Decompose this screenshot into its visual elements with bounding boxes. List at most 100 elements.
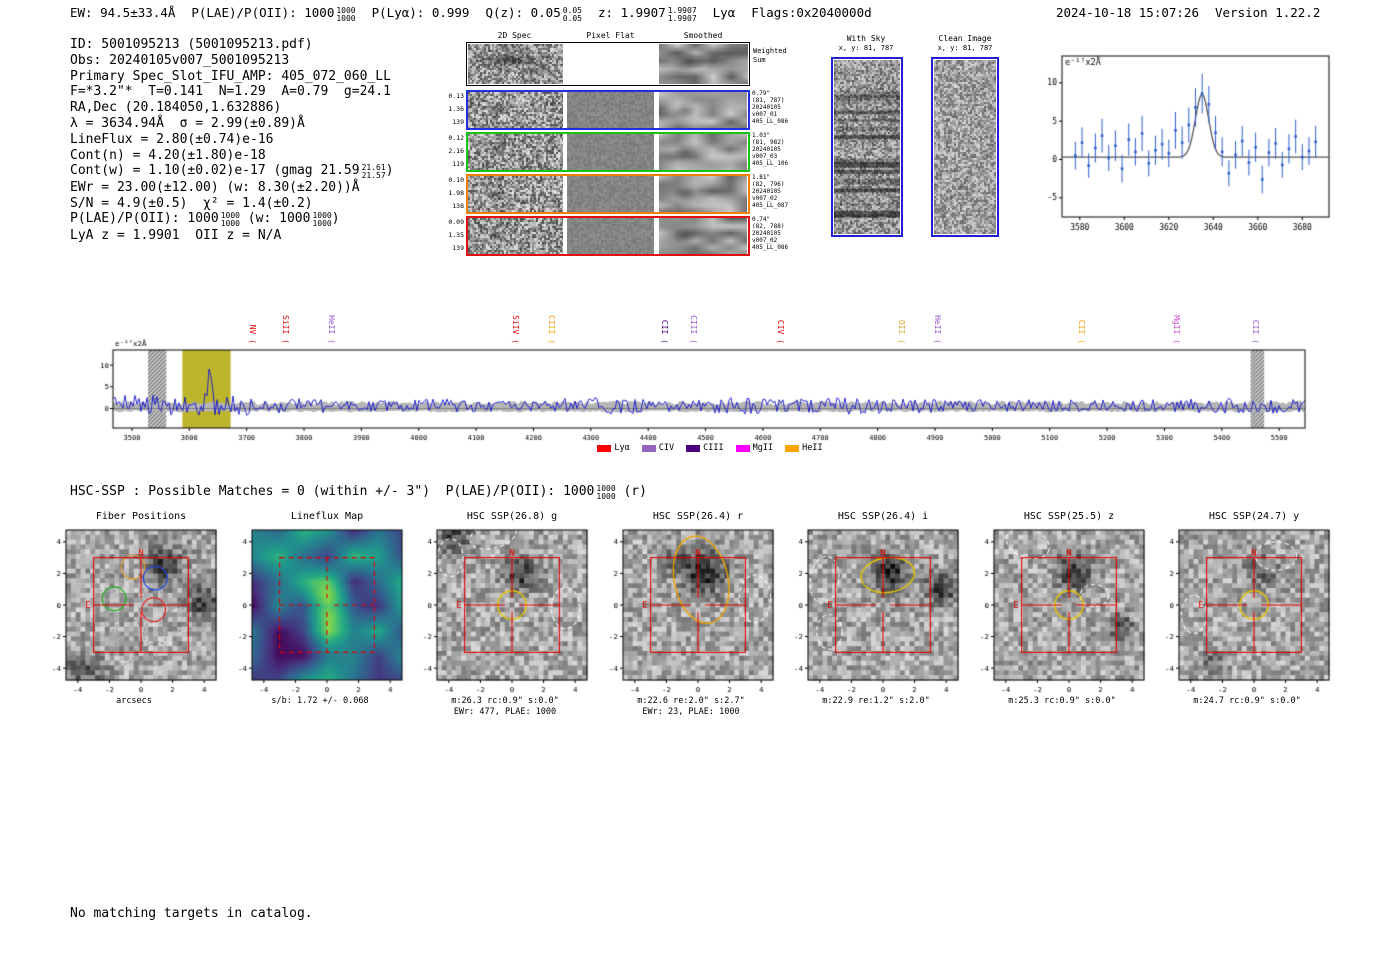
row-note: 0.74" <box>752 216 771 223</box>
row-value: 119 <box>452 160 464 169</box>
info-plae-main: P(LAE)/P(OII): 1000 <box>70 211 219 227</box>
footer-notes: No matching targets in catalog. Row inte… <box>70 874 313 953</box>
emission-line-label: CIII ( <box>546 315 556 344</box>
cutout-hsc-y <box>1157 528 1333 698</box>
info-plae-close: ) <box>331 211 340 227</box>
spec2d-row-values: 0.10 1.98 138 <box>438 174 464 214</box>
legend-item: CIV <box>641 443 675 453</box>
gmag-frac-bottom: 21.57 <box>361 170 386 180</box>
spec2d-weighted-2d-image <box>468 44 563 84</box>
emission-line-label: CIII ( <box>689 315 699 344</box>
emission-line-label: CII ( <box>1250 319 1260 344</box>
cutout-fiber-positions <box>44 528 220 698</box>
emission-line-label: HeII ( <box>327 315 337 344</box>
spec2d-smoothed-strip <box>659 134 747 170</box>
hsc-frac-bottom: 1000 <box>596 491 616 501</box>
info-lya-z: LyA z = 1.9901 OII z = N/A <box>70 227 282 243</box>
header-summary: EW: 94.5±33.4Å P(LAE)/P(OII): 1000 1000 100… <box>70 5 872 23</box>
spec2d-smoothed-strip <box>659 218 747 254</box>
cutout-title-g: HSC SSP(26.8) g <box>466 511 558 522</box>
legend-swatch <box>785 444 800 452</box>
spec2d-2d-strip <box>468 92 563 128</box>
z-frac-bottom: 1.9907 <box>667 13 697 23</box>
emission-line-label: CII ( <box>1076 319 1086 344</box>
cutout-hsc-i <box>786 528 962 698</box>
cutout-caption: m:25.3 rc:0.9" s:0.0" <box>1008 696 1116 706</box>
row-value: 0.12 <box>448 134 464 142</box>
row-value: 1.35 <box>448 231 464 240</box>
spec2d-row-values: 0.12 2.16 119 <box>438 132 464 172</box>
info-cont-n: Cont(n) = 4.20(±1.80)e-18 <box>70 147 266 163</box>
info-primary-spec: Primary Spec_Slot_IFU_AMP: 405_072_060_L… <box>70 68 391 84</box>
plae-frac-bottom: 1000 <box>336 13 356 23</box>
report-version: Version 1.22.2 <box>1215 5 1321 20</box>
cont-w-close: ) <box>385 163 394 179</box>
qz-main: Q(z): 0.05 <box>485 5 561 20</box>
cutout-title-lineflux: Lineflux Map <box>290 511 364 522</box>
spec2d-2d-strip <box>468 176 563 212</box>
row-note: 20240105 <box>752 145 781 153</box>
row-value: 1.98 <box>448 189 464 198</box>
spec2d-row-notes: 1.03" (81, 982) 20240105 v007_03 405_LL_106 <box>752 132 800 168</box>
legend-label: HeII <box>802 443 823 453</box>
row-note: (81, 982) <box>752 138 785 146</box>
plae-main: P(LAE)/P(OII): 1000 <box>191 5 335 20</box>
gmag-frac: 21.61 21.57 <box>361 163 386 180</box>
row-value: 0.13 <box>448 92 464 100</box>
row-note: v007_02 <box>752 194 778 202</box>
spec2d-2d-strip <box>468 218 563 254</box>
with-sky-coords: x, y: 81, 787 <box>838 44 894 52</box>
cutout-lineflux-map <box>230 528 406 698</box>
info-plae-w-frac: 1000 1000 <box>312 210 332 228</box>
info-lambda-sigma: λ = 3634.94Å σ = 2.99(±0.89)Å <box>70 115 305 131</box>
qz-frac-top: 0.05 <box>562 5 582 15</box>
hsc-match-line: HSC-SSP : Possible Matches = 0 (within +… <box>70 484 647 501</box>
row-note: 20240105 <box>752 187 781 195</box>
z-frac: 1.9907 1.9907 <box>667 6 697 23</box>
info-obs: Obs: 20240105v007_5001095213 <box>70 52 290 68</box>
with-sky-image <box>834 60 900 234</box>
hsc-frac-top: 1000 <box>596 483 616 493</box>
info-plae-frac: 1000 1000 <box>220 210 240 228</box>
hsc-match-text: HSC-SSP : Possible Matches = 0 (within +… <box>70 484 595 499</box>
clean-image <box>934 60 996 234</box>
emission-line-label: CIV ( <box>776 319 786 344</box>
info-plae-w: (w: 1000 <box>239 211 311 227</box>
legend-swatch <box>686 444 701 452</box>
row-note: v007_02 <box>752 236 778 244</box>
info-plae-w-frac-top: 1000 <box>312 210 332 220</box>
info-plae-frac-top: 1000 <box>220 210 240 220</box>
info-ra-dec: RA,Dec (20.184050,1.632886) <box>70 100 282 116</box>
row-value: 138 <box>452 202 464 211</box>
cutout-title-fibers: Fiber Positions <box>95 511 187 522</box>
legend-label: CIV <box>658 443 675 453</box>
row-note: (82, 788) <box>752 222 785 230</box>
info-fiber-stats: F=*3.2"* T=0.141 N=1.29 A=0.79 g=24.1 <box>70 84 391 100</box>
spec2d-weighted-smoothed-image <box>659 44 748 84</box>
hsc-match-suffix: (r) <box>615 484 647 499</box>
spec2d-pixelflat-strip <box>567 134 654 170</box>
cutout-caption: m:24.7 rc:0.9" s:0.0" <box>1193 696 1301 706</box>
ew-value: EW: 94.5±33.4Å <box>70 5 176 20</box>
cutout-title-z: HSC SSP(25.5) z <box>1023 511 1115 522</box>
full-spectrum-plot <box>88 336 1315 448</box>
info-plae-w-frac-bottom: 1000 <box>312 218 332 228</box>
plae-poii-value: P(LAE)/P(OII): 1000 1000 1000 <box>191 5 356 23</box>
footer-line1: No matching targets in catalog. <box>70 906 313 921</box>
legend-label: CIII <box>703 443 724 453</box>
legend-item: Lyα <box>597 443 630 453</box>
legend-swatch <box>735 444 750 452</box>
qz-value: Q(z): 0.05 0.05 0.05 <box>485 5 582 22</box>
with-sky-box <box>831 57 903 237</box>
row-note: 0.79" <box>752 90 771 97</box>
row-note: v007_01 <box>752 110 778 118</box>
info-plae-frac-bottom: 1000 <box>220 218 240 228</box>
cutout-caption2: EWr: 23, PLAE: 1000 <box>642 707 740 717</box>
info-plae: P(LAE)/P(OII): 1000 1000 1000 (w: 1000 1000… <box>70 211 394 228</box>
spec2d-row-notes: 0.74" (82, 788) 20240105 v007_02 405_LL_086 <box>752 216 800 252</box>
spec2d-pixelflat-strip <box>567 92 654 128</box>
row-note: 1.03" <box>752 132 771 139</box>
spec2d-row-box <box>466 216 750 256</box>
legend-swatch <box>597 444 612 452</box>
